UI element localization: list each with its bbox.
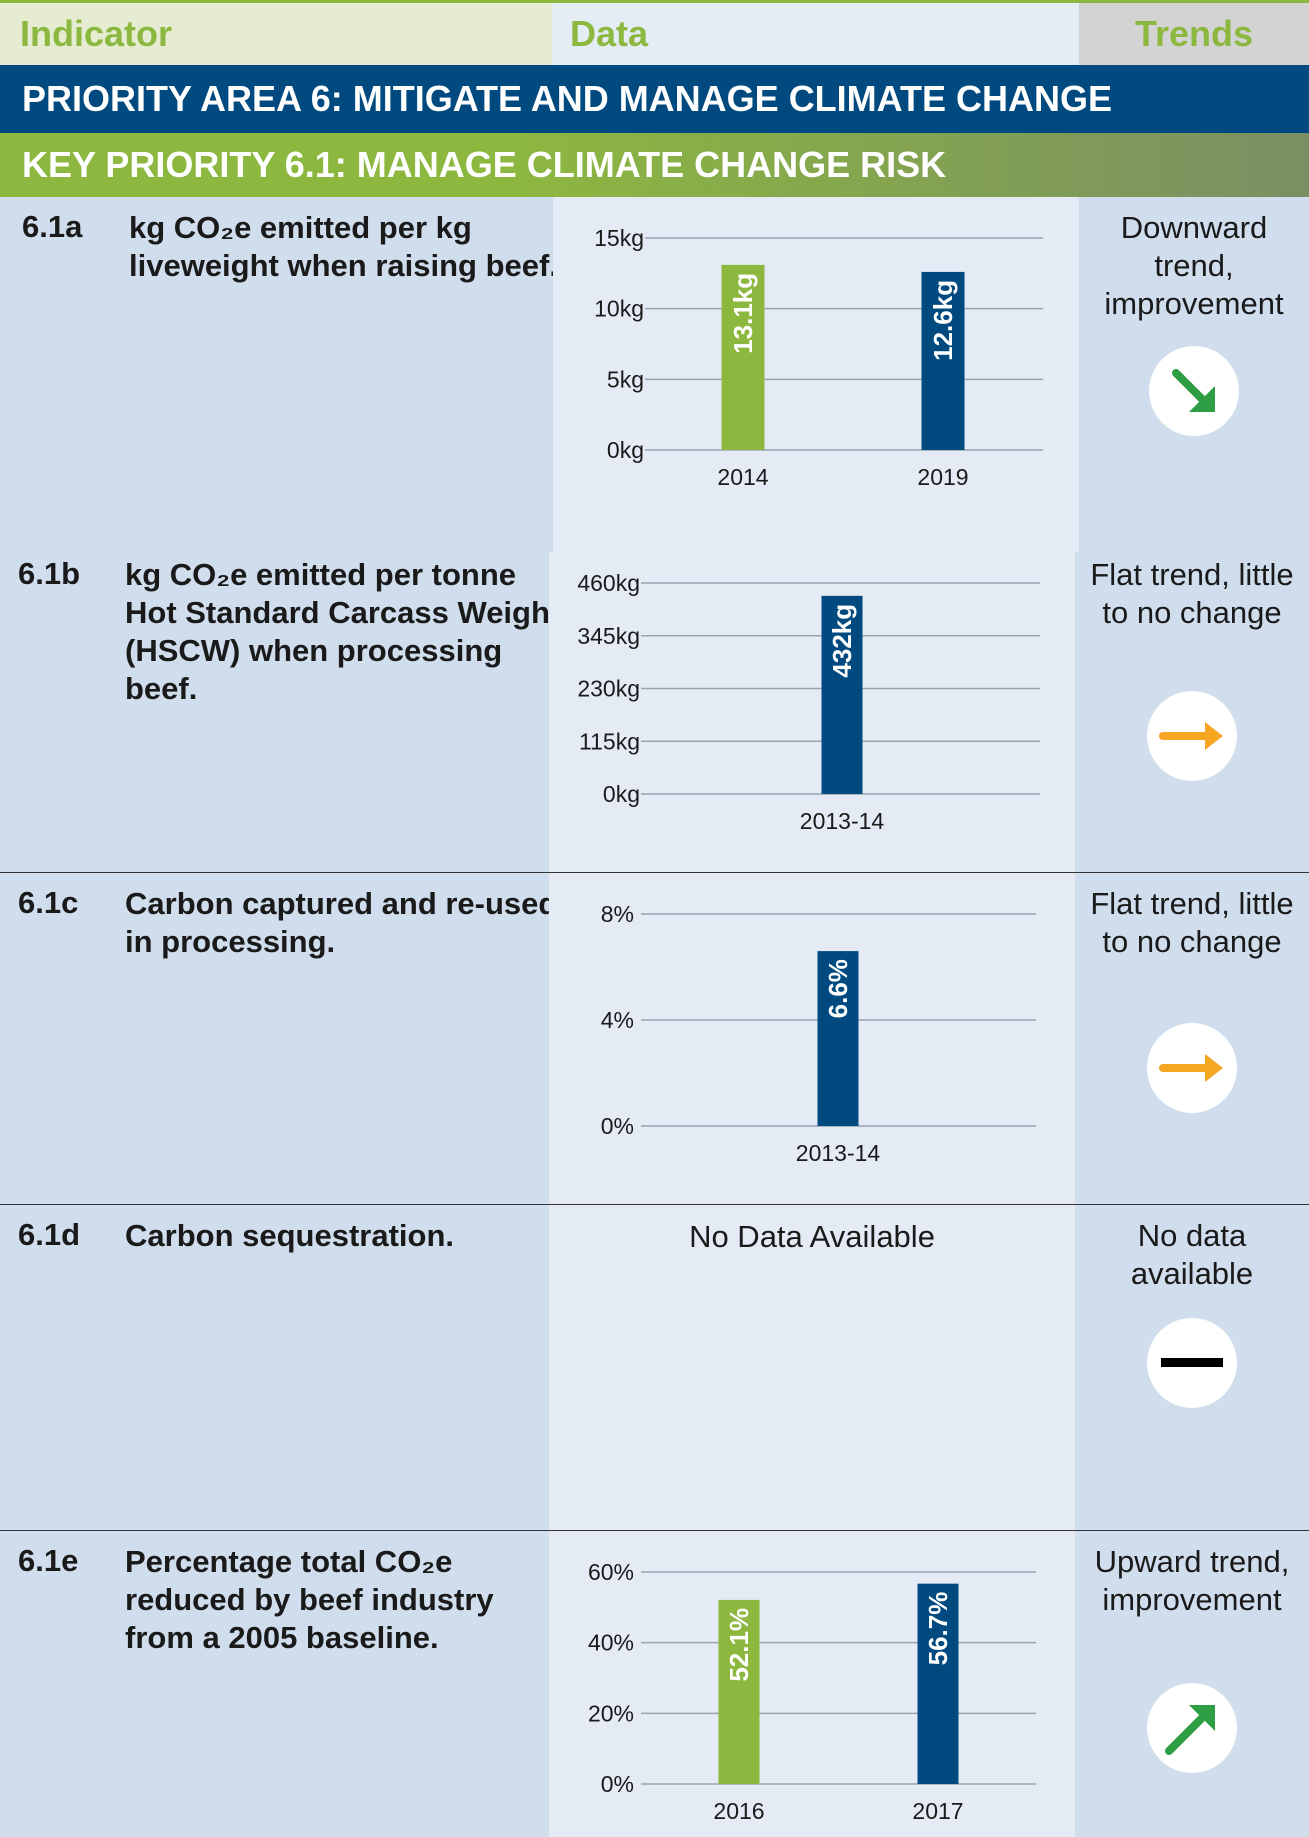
- y-tick-label: 40%: [588, 1630, 634, 1656]
- bar-value-label: 6.6%: [823, 959, 853, 1018]
- trend-text: Upward trend, improvement: [1094, 1544, 1290, 1617]
- row-divider: [0, 872, 1309, 873]
- bar: [718, 1599, 760, 1784]
- y-tick-label: 230kg: [577, 676, 640, 702]
- y-tick-label: 0kg: [603, 781, 640, 807]
- y-tick-label: 460kg: [577, 570, 640, 596]
- y-tick-label: 0%: [601, 1113, 634, 1139]
- trend-cell: Downward trend, improvement: [1079, 197, 1309, 552]
- chart-6-1a: 15kg 10kg 5kg 0kg 13.1kg 2014 12.6kg 2019: [594, 225, 1043, 490]
- row-divider: [0, 1204, 1309, 1205]
- bar: [721, 264, 765, 450]
- indicator-cell: 6.1a kg CO₂e emitted per kg liveweight w…: [0, 197, 558, 552]
- row-divider: [0, 1530, 1309, 1531]
- y-tick-label: 60%: [588, 1559, 634, 1585]
- priority-area-banner: PRIORITY AREA 6: MITIGATE AND MANAGE CLI…: [0, 65, 1309, 133]
- bar-value-label: 52.1%: [724, 1608, 754, 1682]
- indicator-code: 6.1a: [22, 209, 83, 244]
- arrow-right-icon: [1147, 1023, 1237, 1113]
- bar-value-label: 12.6kg: [928, 280, 958, 361]
- indicator-row-6-1d: 6.1d Carbon sequestration. No Data Avail…: [0, 1205, 1309, 1530]
- column-header-trends: Trends: [1079, 3, 1309, 65]
- indicator-row-6-1a: 6.1a kg CO₂e emitted per kg liveweight w…: [0, 197, 1309, 552]
- chart-6-1b: 460kg 345kg 230kg 115kg 0kg 432kg 2013-14: [577, 570, 1040, 834]
- indicator-cell: 6.1b kg CO₂e emitted per tonne Hot Stand…: [0, 552, 560, 872]
- top-accent-line: [0, 0, 1309, 3]
- indicator-label: Carbon sequestration.: [125, 1218, 454, 1253]
- trend-text: Downward trend, improvement: [1104, 210, 1284, 321]
- data-cell: 15kg 10kg 5kg 0kg 13.1kg 2014 12.6kg 2019: [553, 197, 1079, 552]
- indicator-row-6-1c: 6.1c Carbon captured and re-used in proc…: [0, 873, 1309, 1204]
- indicator-label: kg CO₂e emitted per kg liveweight when r…: [129, 210, 558, 283]
- x-tick-label: 2014: [717, 464, 768, 490]
- indicator-code: 6.1e: [18, 1543, 79, 1578]
- trend-text: No data available: [1130, 1218, 1254, 1291]
- y-tick-label: 5kg: [607, 366, 644, 392]
- chart-6-1e: 60% 40% 20% 0% 52.1% 2016 56.7% 2017: [588, 1559, 1036, 1824]
- y-tick-label: 10kg: [594, 296, 644, 322]
- dash-icon: [1147, 1318, 1237, 1408]
- arrow-right-icon: [1147, 691, 1237, 781]
- y-tick-label: 20%: [588, 1700, 634, 1726]
- bar: [821, 595, 863, 794]
- bar: [917, 1583, 959, 1784]
- column-header-indicator: Indicator: [0, 3, 552, 65]
- data-cell: 460kg 345kg 230kg 115kg 0kg 432kg 2013-14: [549, 552, 1075, 872]
- chart-6-1c: 8% 4% 0% 6.6% 2013-14: [601, 901, 1036, 1166]
- trend-cell: Flat trend, little to no change: [1075, 873, 1309, 1204]
- y-tick-label: 0kg: [607, 437, 644, 463]
- indicator-row-6-1b: 6.1b kg CO₂e emitted per tonne Hot Stand…: [0, 552, 1309, 872]
- bar-value-label: 432kg: [827, 604, 857, 678]
- key-priority-banner: KEY PRIORITY 6.1: MANAGE CLIMATE CHANGE …: [0, 133, 1309, 197]
- arrow-up-right-icon: [1147, 1683, 1237, 1773]
- x-tick-label: 2013-14: [796, 1140, 881, 1166]
- data-cell: No Data Available: [549, 1205, 1075, 1530]
- bar-value-label: 56.7%: [923, 1592, 953, 1666]
- y-tick-label: 15kg: [594, 225, 644, 251]
- indicator-cell: 6.1d Carbon sequestration.: [0, 1205, 549, 1530]
- trend-cell: Upward trend, improvement: [1075, 1531, 1309, 1837]
- data-cell: 8% 4% 0% 6.6% 2013-14: [549, 873, 1075, 1204]
- x-tick-label: 2017: [912, 1798, 963, 1824]
- indicator-cell: 6.1e Percentage total CO₂e reduced by be…: [0, 1531, 549, 1837]
- bar: [817, 951, 859, 1126]
- trend-cell: No data available: [1075, 1205, 1309, 1530]
- trend-text: Flat trend, little to no change: [1090, 886, 1294, 959]
- indicator-code: 6.1c: [18, 885, 79, 920]
- indicator-code: 6.1d: [18, 1217, 81, 1252]
- indicator-row-6-1e: 6.1e Percentage total CO₂e reduced by be…: [0, 1531, 1309, 1837]
- x-tick-label: 2016: [713, 1798, 764, 1824]
- y-tick-label: 0%: [601, 1771, 634, 1797]
- indicator-label: kg CO₂e emitted per tonne Hot Standard C…: [125, 557, 561, 706]
- indicator-label: Percentage total CO₂e reduced by beef in…: [125, 1544, 494, 1655]
- x-tick-label: 2019: [917, 464, 968, 490]
- indicator-label: Carbon captured and re-used in processin…: [125, 886, 558, 959]
- bar-value-label: 13.1kg: [728, 273, 758, 354]
- column-header-data: Data: [552, 3, 1079, 65]
- y-tick-label: 115kg: [579, 728, 640, 754]
- trend-text: Flat trend, little to no change: [1090, 557, 1294, 630]
- data-cell: 60% 40% 20% 0% 52.1% 2016 56.7% 2017: [549, 1531, 1075, 1837]
- indicator-cell: 6.1c Carbon captured and re-used in proc…: [0, 873, 557, 1204]
- y-tick-label: 4%: [601, 1007, 634, 1033]
- trend-cell: Flat trend, little to no change: [1075, 552, 1309, 872]
- y-tick-label: 8%: [601, 901, 634, 927]
- bar: [921, 271, 965, 450]
- arrow-down-right-icon: [1149, 346, 1239, 436]
- indicator-code: 6.1b: [18, 556, 81, 591]
- x-tick-label: 2013-14: [800, 808, 885, 834]
- no-data-message: No Data Available: [689, 1219, 935, 1254]
- y-tick-label: 345kg: [577, 623, 640, 649]
